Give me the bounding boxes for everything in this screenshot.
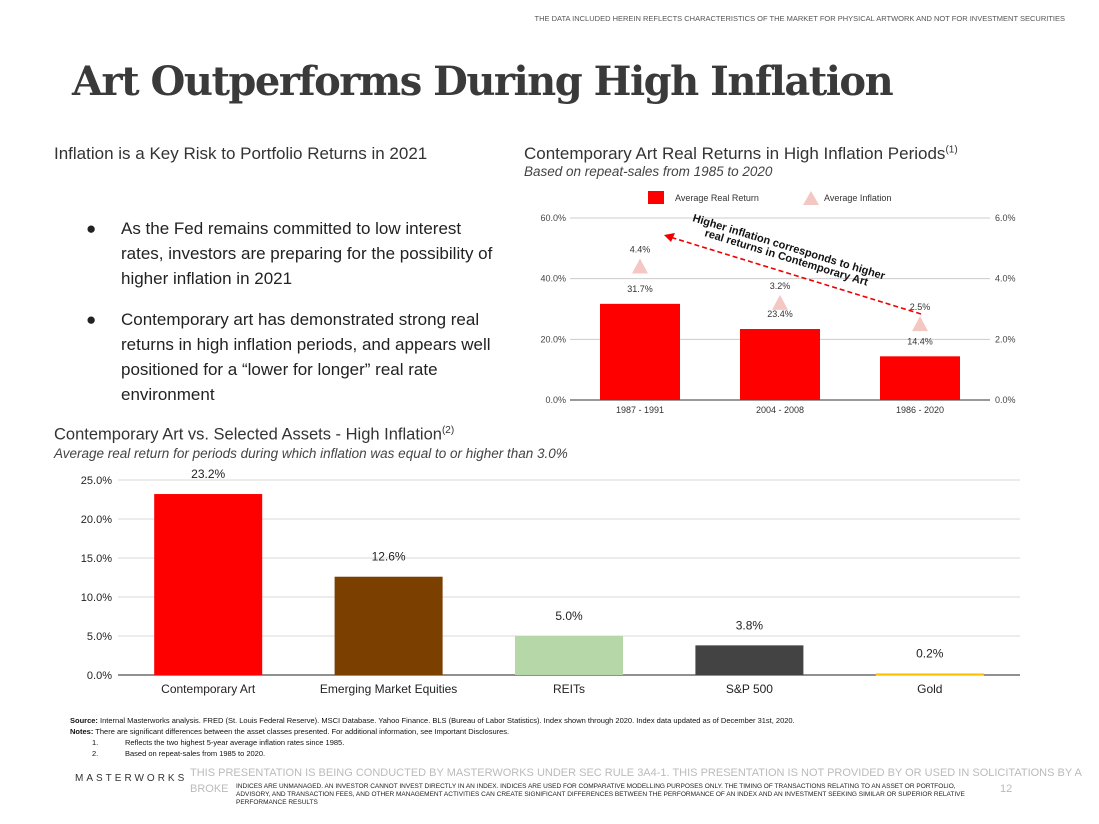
y-tick-label: 15.0% <box>81 553 112 565</box>
left-heading: Inflation is a Key Risk to Portfolio Ret… <box>54 144 428 163</box>
bar <box>334 576 443 675</box>
y2-tick-label: 6.0% <box>995 213 1016 223</box>
inflation-marker <box>772 294 788 310</box>
trend-arrow <box>669 236 922 315</box>
bar-label: 23.4% <box>767 309 793 319</box>
x-tick-label: Contemporary Art <box>161 682 256 696</box>
note-text: Based on repeat-sales from 1985 to 2020. <box>125 749 266 758</box>
bullet-text: Contemporary art has demonstrated strong… <box>121 310 491 404</box>
y2-tick-label: 0.0% <box>995 395 1016 405</box>
bar-label: 23.2% <box>191 467 225 481</box>
x-tick-label: Emerging Market Equities <box>320 682 457 696</box>
bullet-list: ● As the Fed remains committed to low int… <box>80 216 500 423</box>
inflation-marker <box>912 316 928 332</box>
x-tick-label: S&P 500 <box>726 682 773 696</box>
legend-label: Average Real Return <box>675 193 759 203</box>
notes-label: Notes: <box>70 727 94 736</box>
source-text: Internal Masterworks analysis. FRED (St.… <box>97 716 795 725</box>
y-tick-label: 10.0% <box>81 592 112 604</box>
y-tick-label: 0.0% <box>545 395 566 405</box>
top-chart-subtitle: Based on repeat-sales from 1985 to 2020 <box>524 164 773 179</box>
legal-dark: INDICES ARE UNMANAGED. AN INVESTOR CANNO… <box>236 783 965 806</box>
legal-gray: THIS PRESENTATION IS BEING CONDUCTED BY … <box>190 767 1082 779</box>
y-tick-label: 40.0% <box>540 274 566 284</box>
note-number: 1. <box>92 738 99 747</box>
note-number: 2. <box>92 749 99 758</box>
footnote-marker: (2) <box>441 425 455 436</box>
bullet-item: ● Contemporary art has demonstrated stron… <box>86 310 491 404</box>
y-tick-label: 25.0% <box>81 475 112 487</box>
bar-label: 31.7% <box>627 284 653 294</box>
bottom-chart-subtitle: Average real return for periods during w… <box>54 446 568 461</box>
x-tick-label: REITs <box>553 682 585 696</box>
bar <box>515 636 623 675</box>
x-tick-label: 1987 - 1991 <box>616 405 664 415</box>
legal-gray-2: BROKE <box>190 783 229 795</box>
notes-text: There are significant differences betwee… <box>93 727 510 736</box>
bullet-text: As the Fed remains committed to low inte… <box>121 219 493 288</box>
y2-tick-label: 4.0% <box>995 274 1016 284</box>
y-tick-label: 0.0% <box>87 670 112 682</box>
top-chart-title-text: Contemporary Art Real Returns in High In… <box>524 144 946 163</box>
y-tick-label: 5.0% <box>87 631 112 643</box>
bar-label: 3.8% <box>736 618 764 632</box>
y-tick-label: 60.0% <box>540 213 566 223</box>
bottom-chart-title: Contemporary Art vs. Selected Assets - H… <box>54 425 454 445</box>
notes: Source: Internal Masterworks analysis. F… <box>70 715 795 759</box>
legend-swatch-inflation <box>803 191 819 205</box>
bullet-item: ● As the Fed remains committed to low int… <box>86 219 493 288</box>
marker-label: 3.2% <box>770 281 791 291</box>
bar <box>880 356 960 400</box>
page-number: 12 <box>1000 783 1013 795</box>
bar-label: 0.2% <box>916 646 944 660</box>
y2-tick-label: 2.0% <box>995 334 1016 344</box>
bar <box>695 645 804 675</box>
x-tick-label: 1986 - 2020 <box>896 405 944 415</box>
arrow-head <box>664 233 675 242</box>
source-label: Source: <box>70 716 98 725</box>
legend-swatch-return <box>648 191 664 204</box>
footnote-marker: (1) <box>945 144 958 156</box>
marker-label: 2.5% <box>910 302 931 312</box>
bar <box>740 329 820 400</box>
x-tick-label: 2004 - 2008 <box>756 405 804 415</box>
bottom-chart-title-text: Contemporary Art vs. Selected Assets - H… <box>54 425 442 444</box>
bar <box>875 673 984 676</box>
bar-label: 5.0% <box>555 609 583 623</box>
masterworks-logo: MASTERWORKS <box>75 773 188 784</box>
y-tick-label: 20.0% <box>81 514 112 526</box>
note-text: Reflects the two highest 5-year average … <box>125 738 345 747</box>
inflation-marker <box>632 258 648 274</box>
bar <box>600 303 680 400</box>
bar <box>154 494 263 675</box>
legend-label: Average Inflation <box>824 193 891 203</box>
bar-label: 14.4% <box>907 336 933 346</box>
page-title: Art Outperforms During High Inflation <box>72 58 894 105</box>
annotation: Higher inflation corresponds to higher <box>691 212 887 282</box>
top-chart-title: Contemporary Art Real Returns in High In… <box>524 144 958 164</box>
marker-label: 4.4% <box>630 245 651 255</box>
bar-label: 12.6% <box>372 550 406 564</box>
y-tick-label: 20.0% <box>540 334 566 344</box>
x-tick-label: Gold <box>917 682 942 696</box>
disclaimer-top: THE DATA INCLUDED HEREIN REFLECTS CHARAC… <box>534 14 1066 23</box>
